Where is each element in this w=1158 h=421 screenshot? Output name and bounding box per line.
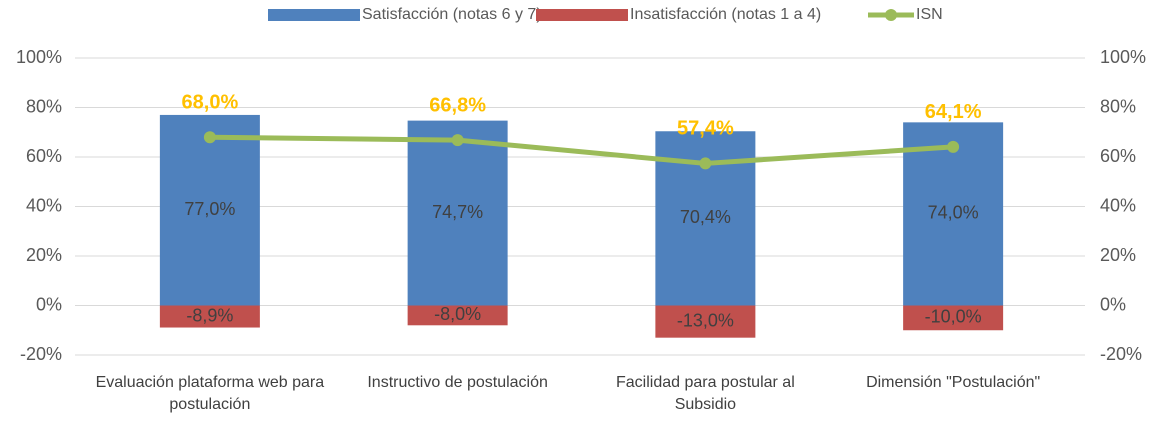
data-label: 74,7% — [432, 202, 483, 222]
bar — [407, 120, 508, 306]
y2-tick-label: 20% — [1100, 245, 1136, 265]
y2-tick-label: 100% — [1100, 47, 1146, 67]
legend-swatch — [536, 9, 628, 21]
legend-swatch — [268, 9, 360, 21]
bar — [903, 122, 1004, 306]
data-label: 77,0% — [184, 199, 235, 219]
data-label: 70,4% — [680, 207, 731, 227]
bar — [159, 114, 260, 306]
bar — [159, 305, 260, 328]
y-tick-label: 80% — [26, 96, 62, 116]
legend-label: Satisfacción (notas 6 y 7) — [362, 6, 542, 23]
y-tick-label: 40% — [26, 195, 62, 215]
line-marker — [699, 157, 712, 170]
data-label: 74,0% — [928, 203, 979, 223]
x-tick-label: Instructivo de postulación — [367, 374, 548, 391]
bar — [903, 305, 1004, 331]
line — [209, 134, 954, 166]
bar — [655, 305, 756, 338]
line-marker — [203, 131, 216, 144]
y2-tick-label: -20% — [1100, 344, 1142, 364]
data-label: -8,0% — [434, 304, 481, 324]
data-label: 68,0% — [182, 91, 239, 113]
data-label: -10,0% — [925, 307, 982, 327]
line-marker — [947, 140, 960, 153]
y-tick-label: 100% — [16, 47, 62, 67]
y2-tick-label: 80% — [1100, 96, 1136, 116]
data-label: 57,4% — [677, 118, 734, 140]
y-tick-label: 20% — [26, 245, 62, 265]
y2-tick-label: 40% — [1100, 195, 1136, 215]
bar — [407, 305, 508, 326]
x-tick-label: Facilidad para postular al Subsidio — [615, 374, 795, 413]
legend-swatch — [885, 9, 897, 21]
data-label: 64,1% — [925, 101, 982, 123]
data-label: -13,0% — [677, 310, 734, 330]
y-tick-label: -20% — [20, 344, 62, 364]
y2-tick-label: 0% — [1100, 294, 1126, 314]
data-label: 66,8% — [429, 94, 486, 116]
legend-label: Insatisfacción (notas 1 a 4) — [630, 6, 821, 23]
y-tick-label: 0% — [36, 294, 62, 314]
legend-label: ISN — [916, 6, 943, 23]
x-tick-label: Evaluación plataforma web para postulaci… — [95, 374, 325, 413]
data-label: -8,9% — [186, 305, 233, 325]
y2-tick-label: 60% — [1100, 146, 1136, 166]
x-tick-label: Dimensión "Postulación" — [866, 374, 1041, 391]
y-tick-label: 60% — [26, 146, 62, 166]
line-marker — [451, 134, 464, 147]
